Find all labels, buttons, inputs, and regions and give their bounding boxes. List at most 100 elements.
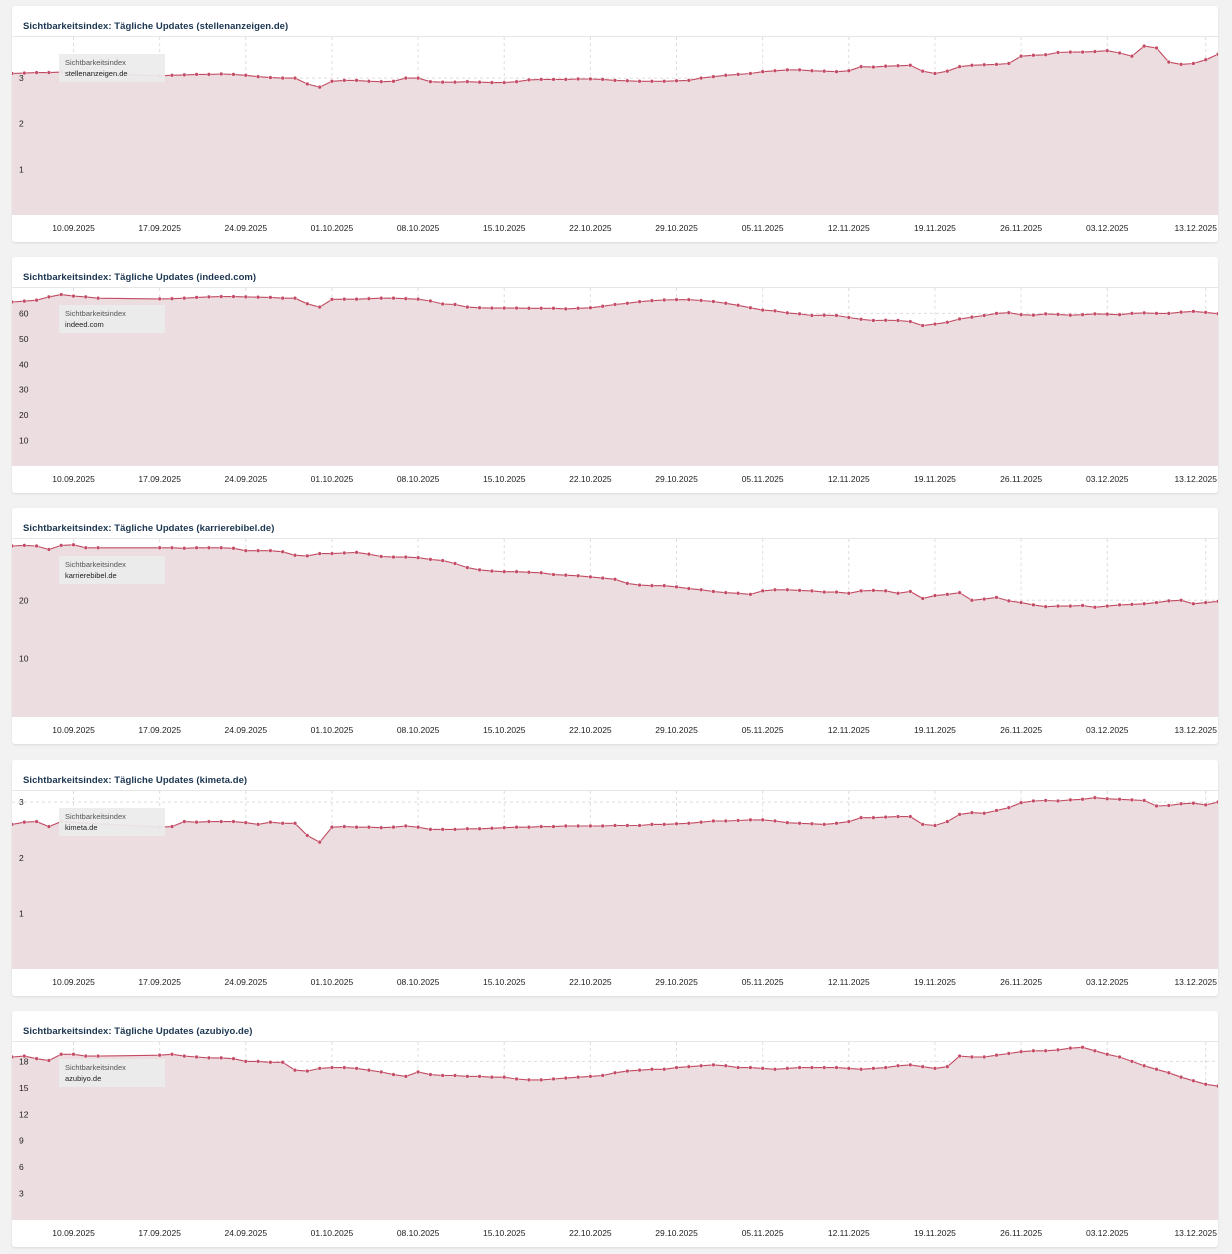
data-point[interactable] [735,818,741,823]
data-point[interactable] [871,318,876,323]
data-point[interactable] [551,572,556,577]
data-point[interactable] [674,821,679,826]
data-point[interactable] [575,823,581,829]
data-point[interactable] [95,545,101,550]
data-point[interactable] [563,823,568,829]
data-point[interactable] [785,587,790,592]
data-point[interactable] [256,548,261,553]
data-point[interactable] [723,590,728,595]
data-point[interactable] [428,827,433,832]
data-point[interactable] [932,593,938,598]
data-point[interactable] [1031,313,1036,318]
data-point[interactable] [1080,50,1085,55]
data-point[interactable] [1068,50,1073,55]
data-point[interactable] [317,305,322,310]
data-point[interactable] [957,812,962,817]
data-point[interactable] [649,298,654,303]
data-point[interactable] [846,68,851,73]
data-point[interactable] [994,1053,999,1058]
data-point[interactable] [59,292,64,297]
data-point[interactable] [908,319,913,324]
data-point[interactable] [612,577,618,582]
data-point[interactable] [157,296,162,301]
data-point[interactable] [723,1063,728,1068]
data-point[interactable] [600,1073,605,1078]
data-point[interactable] [957,64,962,69]
data-point[interactable] [1215,599,1218,604]
data-point[interactable] [1178,598,1184,603]
data-point[interactable] [551,824,556,829]
data-point[interactable] [637,823,642,828]
data-point[interactable] [711,1062,716,1067]
data-point[interactable] [674,1065,679,1070]
data-point[interactable] [637,299,642,304]
data-point[interactable] [969,1054,974,1060]
data-point[interactable] [920,1064,925,1069]
data-point[interactable] [858,815,864,820]
data-point[interactable] [772,587,778,592]
data-point[interactable] [1031,602,1036,607]
data-point[interactable] [932,71,938,76]
data-point[interactable] [969,315,974,320]
data-point[interactable] [686,821,691,826]
data-point[interactable] [612,1070,618,1075]
data-point[interactable] [206,819,211,824]
data-point[interactable] [1031,53,1036,58]
data-point[interactable] [83,545,88,550]
data-point[interactable] [305,1069,310,1074]
data-point[interactable] [612,302,618,307]
data-point[interactable] [588,823,593,829]
data-point[interactable] [686,78,691,83]
data-point[interactable] [403,1074,408,1079]
data-point[interactable] [1129,311,1134,316]
data-point[interactable] [1018,600,1024,605]
data-point[interactable] [305,833,310,838]
data-point[interactable] [588,76,593,82]
data-point[interactable] [1068,313,1073,318]
data-point[interactable] [514,79,519,84]
data-point[interactable] [1018,54,1024,59]
data-point[interactable] [994,808,999,813]
data-point[interactable] [1080,1045,1085,1050]
data-point[interactable] [182,1054,187,1059]
data-point[interactable] [1105,1052,1110,1057]
data-point[interactable] [231,72,236,77]
data-point[interactable] [686,1064,691,1069]
data-point[interactable] [674,584,679,589]
data-point[interactable] [982,1054,987,1060]
data-point[interactable] [305,301,310,306]
data-point[interactable] [305,81,310,87]
data-point[interactable] [1105,48,1110,53]
data-point[interactable] [871,588,876,593]
data-point[interactable] [280,549,285,554]
data-point[interactable] [157,545,162,550]
data-point[interactable] [698,298,704,303]
data-point[interactable] [59,1052,64,1057]
data-point[interactable] [748,1065,753,1070]
data-point[interactable] [1105,312,1110,317]
data-point[interactable] [1203,600,1208,605]
data-point[interactable] [575,76,581,82]
data-point[interactable] [83,1054,88,1059]
data-point[interactable] [1154,600,1159,605]
data-point[interactable] [539,306,544,311]
data-point[interactable] [945,592,950,597]
data-point[interactable] [748,592,753,597]
data-point[interactable] [711,589,716,594]
data-point[interactable] [231,1056,236,1061]
data-point[interactable] [662,583,667,588]
data-point[interactable] [711,74,716,79]
data-point[interactable] [895,814,901,819]
data-point[interactable] [1215,800,1218,805]
data-point[interactable] [379,1069,384,1075]
data-point[interactable] [22,1054,27,1059]
data-point[interactable] [292,296,298,301]
data-point[interactable] [416,1069,421,1075]
data-point[interactable] [1006,310,1011,315]
data-point[interactable] [563,1075,568,1081]
data-point[interactable] [797,311,802,316]
data-point[interactable] [1055,603,1061,609]
data-point[interactable] [268,75,273,80]
data-point[interactable] [403,296,408,301]
data-point[interactable] [206,1055,211,1060]
